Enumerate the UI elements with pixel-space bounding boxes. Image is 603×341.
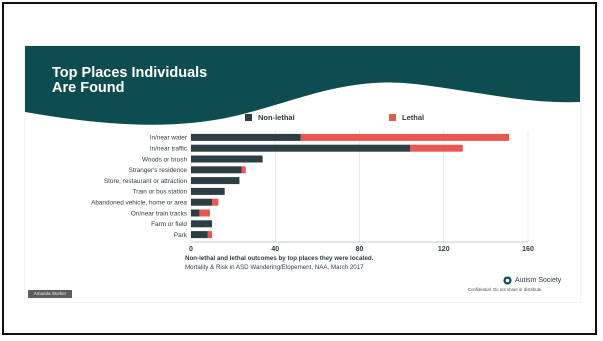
slide-title: Top Places Individuals Are Found — [52, 66, 207, 96]
legend-swatch-non-lethal — [245, 114, 252, 121]
bar-non-lethal — [191, 198, 213, 206]
category-label: In/near water — [150, 135, 188, 142]
x-tick-label: 120 — [438, 246, 450, 253]
bar-lethal — [207, 231, 213, 239]
legend-item-lethal: Lethal — [389, 113, 424, 122]
x-tick-label: 80 — [356, 246, 364, 253]
category-label: Train or bus station — [133, 189, 188, 196]
category-label: Abandoned vehicle, home or area — [91, 200, 187, 207]
bar-non-lethal — [191, 220, 213, 228]
chart-caption: Non-lethal and lethal outcomes by top pl… — [185, 254, 373, 272]
presenter-name-badge: Amanda Worker — [28, 290, 72, 298]
x-tick-label: 0 — [189, 246, 193, 253]
bar-lethal — [212, 198, 219, 206]
autism-society-logo: Autism Society — [503, 276, 561, 285]
category-label: Woods or brush — [142, 156, 187, 163]
legend-item-non-lethal: Non-lethal — [245, 113, 295, 122]
caption-description: Non-lethal and lethal outcomes by top pl… — [185, 255, 374, 262]
category-label: In/near traffic — [150, 146, 188, 153]
slide-title-line-2: Are Found — [52, 80, 125, 96]
puzzle-logo-icon — [503, 276, 512, 285]
category-label: Farm or field — [151, 221, 187, 228]
presentation-slide: Top Places Individuals Are Found Non-let… — [25, 46, 580, 302]
bar-non-lethal — [191, 144, 411, 152]
legend-swatch-lethal — [389, 114, 396, 121]
caption-source: Mortality & Risk in ASD Wandering/Elopem… — [185, 264, 364, 271]
slide-title-line-1: Top Places Individuals — [52, 65, 208, 81]
bar-non-lethal — [191, 133, 301, 141]
confidential-notice: Confidential. Do not share or distribute… — [468, 287, 543, 292]
logo-text: Autism Society — [515, 277, 562, 284]
x-tick-label: 40 — [271, 246, 279, 253]
bar-non-lethal — [191, 231, 208, 239]
category-label: Store, restaurant or attraction — [104, 178, 188, 185]
bar-lethal — [199, 209, 210, 217]
category-label: Park — [174, 232, 188, 239]
bar-non-lethal — [191, 187, 225, 195]
bar-lethal — [410, 144, 463, 152]
bar-lethal — [300, 133, 510, 141]
x-tick-label: 160 — [522, 246, 534, 253]
bar-lethal — [241, 166, 246, 174]
bar-chart: 0 40 80 120 160 In/near water In/near traffic W… — [91, 130, 534, 253]
category-label: On/near train tracks — [131, 210, 187, 217]
bar-non-lethal — [191, 166, 242, 174]
bar-non-lethal — [191, 155, 263, 163]
legend-label-non-lethal: Non-lethal — [258, 113, 295, 122]
header-wave-background — [25, 46, 580, 125]
bar-non-lethal — [191, 209, 200, 217]
legend-label-lethal: Lethal — [402, 113, 425, 122]
category-label: Stranger's residence — [129, 167, 188, 174]
bar-non-lethal — [191, 177, 240, 185]
